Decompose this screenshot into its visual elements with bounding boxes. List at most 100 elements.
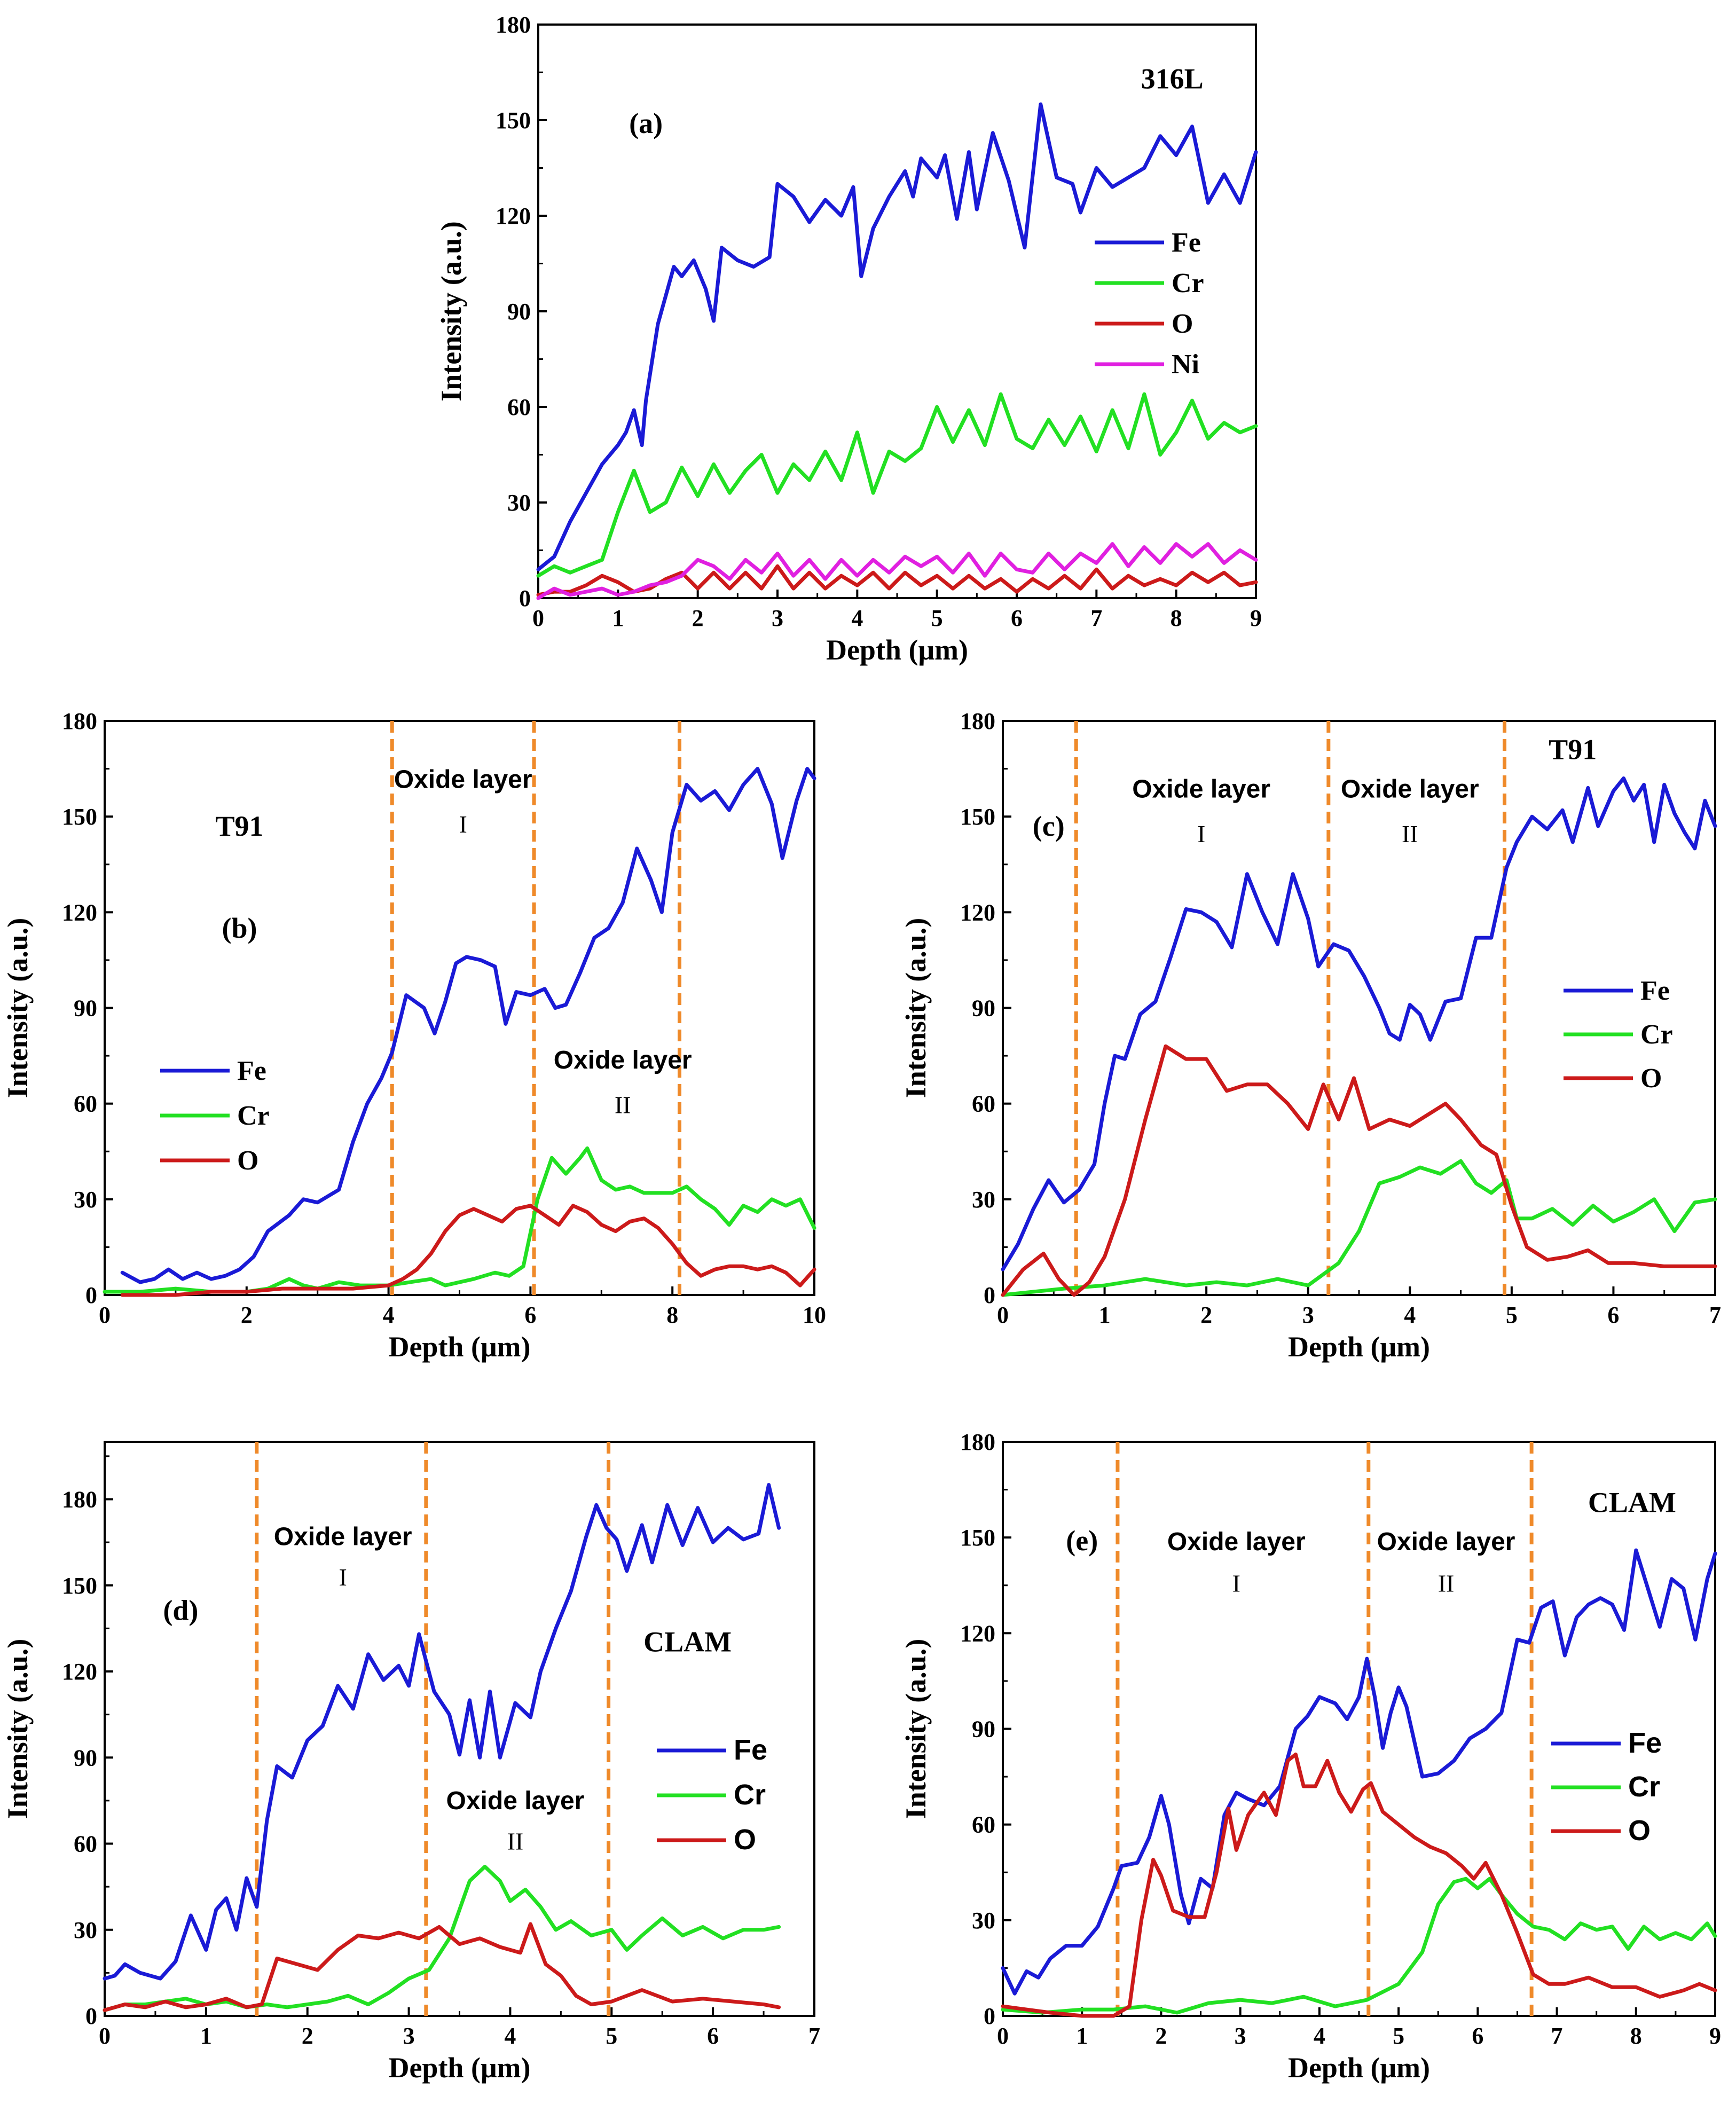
x-tick-label: 5: [931, 605, 943, 631]
legend-label: O: [1172, 309, 1193, 339]
annotation: (c): [1033, 810, 1065, 842]
y-tick-label: 150: [62, 804, 97, 830]
series-line-ni: [536, 542, 1258, 600]
annotation: Oxide layer: [554, 1046, 692, 1074]
y-tick-label: 60: [972, 1091, 995, 1117]
y-tick-label: 150: [496, 107, 531, 134]
annotation: I: [459, 811, 467, 838]
x-tick-label: 4: [383, 1302, 395, 1328]
x-tick-label: 1: [1099, 1302, 1111, 1328]
legend-label: Ni: [1172, 349, 1199, 380]
y-tick-label: 180: [62, 1487, 97, 1513]
x-axis-title: Depth (μm): [388, 1331, 530, 1363]
series-line-o: [103, 1922, 781, 2012]
annotation: T91: [215, 810, 263, 842]
annotation: II: [507, 1827, 524, 1855]
y-tick-label: 180: [496, 12, 531, 38]
annotation: CLAM: [643, 1626, 732, 1658]
y-tick-label: 120: [960, 1620, 995, 1646]
y-tick-label: 30: [972, 1907, 995, 1934]
series-line-o: [536, 564, 1258, 597]
annotation: 316L: [1141, 62, 1204, 95]
y-tick-label: 0: [85, 1282, 97, 1308]
annotation: I: [339, 1564, 347, 1591]
x-tick-label: 7: [1709, 1302, 1721, 1328]
series-line-o: [120, 1204, 816, 1297]
x-tick-label: 1: [612, 605, 624, 631]
annotation: I: [1232, 1570, 1240, 1597]
panel-b: 0 2 4 6 8 10 0 30 60 90 120 150 180 Depth (μm) Intensi…: [2, 708, 826, 1363]
x-tick-label: 7: [1090, 605, 1102, 631]
y-tick-label: 90: [972, 995, 995, 1022]
y-tick-label: 90: [74, 995, 97, 1022]
y-tick-label: 180: [62, 708, 97, 734]
x-tick-label: 5: [606, 2023, 617, 2049]
x-tick-label: 8: [1630, 2023, 1642, 2049]
legend-label: Fe: [237, 1056, 266, 1086]
annotation: I: [1197, 820, 1205, 847]
annotation: CLAM: [1588, 1486, 1676, 1518]
annotation: II: [1402, 820, 1418, 847]
x-axis-title: Depth (μm): [388, 2052, 530, 2084]
legend-label: Fe: [734, 1734, 767, 1766]
x-tick-label: 2: [1155, 2023, 1167, 2049]
series-line-cr: [1001, 1877, 1717, 2015]
x-tick-label: 4: [504, 2023, 516, 2049]
y-tick-label: 60: [507, 394, 531, 420]
x-tick-label: 3: [403, 2023, 415, 2049]
y-tick-label: 0: [984, 2003, 995, 2029]
x-tick-label: 7: [1551, 2023, 1563, 2049]
annotation: Oxide layer: [1167, 1528, 1306, 1556]
x-tick-label: 7: [808, 2023, 820, 2049]
panel-c: 0 1 2 3 4 5 6 7 0 30 60 90 120 150 180 Depth (μm) Intens…: [900, 708, 1721, 1363]
x-tick-label: 2: [302, 2023, 313, 2049]
legend-label: Cr: [734, 1779, 766, 1811]
annotation: II: [1438, 1570, 1455, 1597]
legend-label: O: [1628, 1815, 1651, 1847]
legend-label: O: [237, 1145, 258, 1176]
series-line-cr: [536, 392, 1258, 578]
legend-label: Cr: [1628, 1771, 1660, 1803]
x-tick-label: 2: [692, 605, 704, 631]
y-tick-label: 30: [972, 1187, 995, 1213]
annotation: II: [615, 1092, 631, 1119]
y-tick-label: 120: [62, 1659, 97, 1685]
annotation: Oxide layer: [1341, 775, 1479, 803]
annotation: Oxide layer: [394, 765, 532, 794]
x-tick-label: 9: [1250, 605, 1262, 631]
legend-label: Fe: [1172, 227, 1201, 258]
series-line-cr: [103, 1146, 816, 1294]
x-tick-label: 3: [772, 605, 783, 631]
x-tick-label: 10: [803, 1302, 826, 1328]
series-line-cr: [103, 1865, 781, 2012]
x-tick-label: 6: [707, 2023, 719, 2049]
y-tick-label: 90: [972, 1716, 995, 1742]
annotation: (d): [163, 1594, 198, 1626]
series-line-fe: [103, 1483, 781, 1981]
x-tick-label: 4: [1404, 1302, 1416, 1328]
x-tick-label: 1: [1076, 2023, 1088, 2049]
y-tick-label: 0: [85, 2003, 97, 2029]
x-tick-label: 8: [666, 1302, 678, 1328]
annotation: Oxide layer: [1377, 1528, 1515, 1556]
y-tick-label: 30: [507, 490, 531, 516]
y-tick-label: 120: [496, 203, 531, 229]
y-tick-label: 60: [74, 1091, 97, 1117]
y-tick-label: 150: [62, 1573, 97, 1599]
y-tick-label: 60: [74, 1831, 97, 1857]
legend-label: Fe: [1640, 976, 1670, 1006]
x-tick-label: 5: [1506, 1302, 1518, 1328]
y-tick-label: 60: [972, 1812, 995, 1838]
y-tick-label: 120: [960, 899, 995, 925]
plot-frame: [104, 720, 815, 1296]
x-tick-label: 9: [1709, 2023, 1721, 2049]
series-line-o: [1001, 1044, 1717, 1297]
annotation: (a): [629, 107, 663, 139]
y-tick-label: 30: [74, 1187, 97, 1213]
y-tick-label: 90: [507, 299, 531, 325]
x-axis-title: Depth (μm): [1288, 2052, 1430, 2084]
series-line-o: [1001, 1752, 1717, 2018]
